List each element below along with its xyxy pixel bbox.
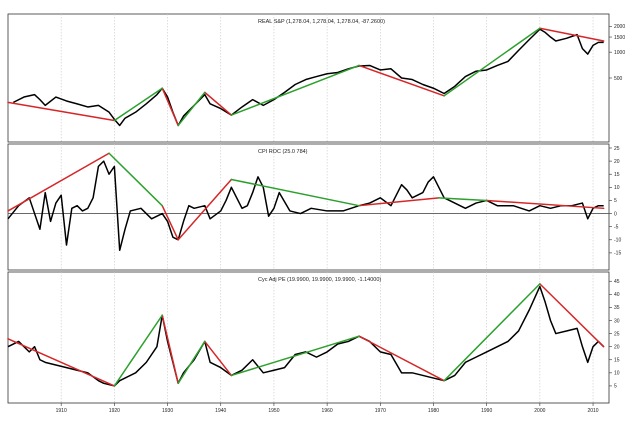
price-series-line <box>7 160 604 252</box>
downtrend-segment <box>161 314 179 385</box>
panel-frame <box>7 271 610 404</box>
panel-1: 500 1000 1500 2000 REAL S&P (1,278.04, 1,278… <box>7 13 625 143</box>
uptrend-segment <box>177 91 206 127</box>
uptrend-segment <box>230 335 360 377</box>
x-axis: 1910 1920 1930 1940 1950 1960 1970 1980 1990 2000… <box>56 403 599 414</box>
y-tick-label: 0 <box>614 211 617 217</box>
uptrend-segment <box>230 64 360 116</box>
y-tick-label: 45 <box>614 279 620 285</box>
uptrend-segment <box>230 178 360 207</box>
y-tick-label: 2000 <box>614 24 625 30</box>
x-tick-label: 2000 <box>534 408 545 414</box>
y-tick-label: 40 <box>614 292 620 298</box>
x-tick-label: 1920 <box>109 408 120 414</box>
y-tick-label: 5 <box>614 198 617 204</box>
x-tick-label: 1930 <box>162 408 173 414</box>
panel-frame <box>7 143 610 271</box>
y-tick-label: 35 <box>614 305 620 311</box>
y-tick-label: -5 <box>614 224 619 230</box>
uptrend-segment <box>113 87 163 122</box>
y-tick-label: 1500 <box>614 35 625 41</box>
downtrend-segment <box>177 178 233 241</box>
downtrend-segment <box>539 283 605 348</box>
uptrend-segment <box>443 283 541 382</box>
y-tick-label: 25 <box>614 331 620 337</box>
downtrend-segment <box>485 199 605 210</box>
x-tick-label: 1940 <box>215 408 226 414</box>
y-tick-label: 5 <box>614 384 617 390</box>
y-tick-label: 20 <box>614 344 620 350</box>
uptrend-segment <box>108 152 163 207</box>
downtrend-segment <box>7 101 116 122</box>
uptrend-segment <box>113 314 163 387</box>
x-tick-label: 1950 <box>268 408 279 414</box>
downtrend-segment <box>161 204 179 241</box>
y-tick-label: 500 <box>614 76 623 82</box>
x-tick-label: 1990 <box>481 408 492 414</box>
y-tick-label: 15 <box>614 172 620 178</box>
panel-2: -15 -10 -5 0 5 10 15 20 25 CPI ROC (25.0 784) <box>7 143 621 271</box>
y-tick-label: 15 <box>614 358 620 364</box>
downtrend-segment <box>161 87 179 127</box>
y-tick-label: 30 <box>614 318 620 324</box>
panel-title: CPI ROC (25.0 784) <box>258 149 308 155</box>
panel-title: REAL S&P (1,278.04, 1,278.04, 1,278.04, … <box>258 19 385 25</box>
downtrend-segment <box>539 27 605 42</box>
downtrend-segment <box>204 340 233 377</box>
y-tick-label: 10 <box>614 185 620 191</box>
y-tick-label: -10 <box>614 238 621 244</box>
y-tick-label: 10 <box>614 371 620 377</box>
price-series-line <box>12 28 604 127</box>
x-tick-label: 1970 <box>375 408 386 414</box>
x-tick-label: 1910 <box>56 408 67 414</box>
downtrend-segment <box>358 197 440 207</box>
x-tick-label: 1980 <box>428 408 439 414</box>
uptrend-segment <box>177 340 206 385</box>
x-tick-label: 1960 <box>322 408 333 414</box>
panel-3: 5 10 15 20 25 30 35 40 45 Cyc Adj PE (19.9900, 19… <box>7 271 620 404</box>
price-series-line <box>7 285 605 387</box>
y-tick-label: 20 <box>614 159 620 165</box>
uptrend-segment <box>443 27 541 97</box>
downtrend-segment <box>7 338 116 387</box>
downtrend-segment <box>358 335 445 382</box>
downtrend-segment <box>204 91 233 116</box>
panel-title: Cyc Adj PE (19.9900, 19.9900, 19.9900, -… <box>258 277 381 283</box>
downtrend-segment <box>7 152 110 212</box>
y-tick-label: 1000 <box>614 50 625 56</box>
chart-panels: 500 1000 1500 2000 REAL S&P (1,278.04, 1,278… <box>7 13 625 404</box>
y-tick-label: -15 <box>614 251 621 257</box>
downtrend-segment <box>358 64 445 97</box>
uptrend-segment <box>438 197 488 202</box>
y-tick-label: 25 <box>614 146 620 152</box>
x-tick-label: 2010 <box>587 408 598 414</box>
